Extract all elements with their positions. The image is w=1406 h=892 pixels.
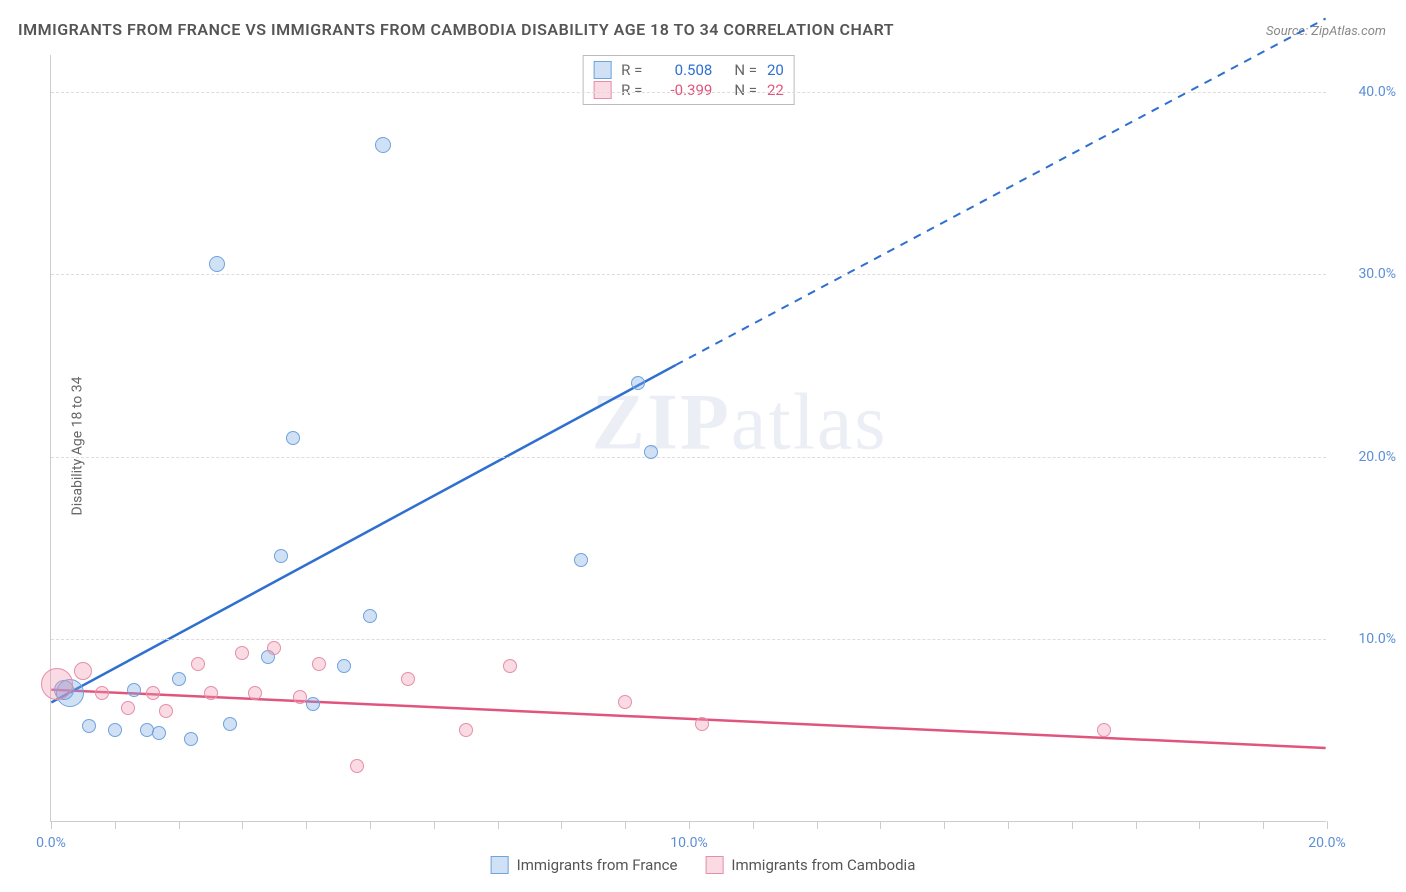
legend-label: Immigrants from France	[517, 856, 678, 874]
data-point	[159, 704, 173, 718]
series-legend: Immigrants from France Immigrants from Ca…	[491, 856, 916, 874]
data-point	[248, 686, 262, 700]
data-point	[1097, 723, 1111, 737]
data-point	[337, 659, 351, 673]
data-point	[286, 431, 300, 445]
x-tick	[689, 821, 690, 829]
legend-item: Immigrants from Cambodia	[705, 856, 915, 874]
data-point	[209, 256, 225, 272]
data-point	[503, 659, 517, 673]
x-tick-label: 0.0%	[36, 835, 66, 851]
grid-line	[51, 274, 1326, 275]
y-tick-label: 10.0%	[1336, 631, 1396, 647]
data-point	[695, 717, 709, 731]
x-tick	[1008, 821, 1009, 829]
n-value: 22	[767, 81, 784, 99]
data-point	[108, 723, 122, 737]
legend-label: Immigrants from Cambodia	[731, 856, 915, 874]
x-tick	[817, 821, 818, 829]
y-tick-label: 40.0%	[1336, 84, 1396, 100]
data-point	[41, 668, 73, 700]
legend-swatch	[705, 856, 723, 874]
r-value: -0.399	[652, 81, 712, 99]
grid-line	[51, 92, 1326, 93]
data-point	[204, 686, 218, 700]
trend-line	[51, 365, 675, 702]
n-value: 20	[767, 61, 784, 79]
x-tick	[880, 821, 881, 829]
y-tick-label: 30.0%	[1336, 266, 1396, 282]
data-point	[172, 672, 186, 686]
data-point	[274, 549, 288, 563]
data-point	[82, 719, 96, 733]
x-tick	[753, 821, 754, 829]
x-tick	[625, 821, 626, 829]
x-tick-label: 10.0%	[670, 835, 708, 851]
x-tick	[115, 821, 116, 829]
legend-item: Immigrants from France	[491, 856, 678, 874]
chart-title: IMMIGRANTS FROM FRANCE VS IMMIGRANTS FRO…	[18, 20, 894, 39]
r-value: 0.508	[652, 61, 712, 79]
grid-line	[51, 457, 1326, 458]
data-point	[121, 701, 135, 715]
data-point	[74, 662, 92, 680]
y-tick-label: 20.0%	[1336, 449, 1396, 465]
x-tick	[370, 821, 371, 829]
r-label: R =	[621, 61, 642, 79]
correlation-legend: R = 0.508 N = 20 R = -0.399 N = 22	[582, 55, 795, 105]
x-tick	[51, 821, 52, 829]
data-point	[95, 686, 109, 700]
legend-swatch	[593, 61, 611, 79]
data-point	[350, 759, 364, 773]
grid-line	[51, 639, 1326, 640]
data-point	[152, 726, 166, 740]
x-tick	[242, 821, 243, 829]
x-tick	[498, 821, 499, 829]
data-point	[235, 646, 249, 660]
data-point	[363, 609, 377, 623]
data-point	[375, 137, 391, 153]
data-point	[306, 697, 320, 711]
x-tick	[306, 821, 307, 829]
data-point	[631, 376, 645, 390]
n-label: N =	[734, 81, 757, 99]
data-point	[146, 686, 160, 700]
data-point	[267, 641, 281, 655]
data-point	[127, 683, 141, 697]
legend-swatch	[491, 856, 509, 874]
data-point	[223, 717, 237, 731]
x-tick	[944, 821, 945, 829]
legend-stat-row: R = 0.508 N = 20	[593, 60, 784, 80]
x-tick-label: 20.0%	[1308, 835, 1346, 851]
data-point	[184, 732, 198, 746]
x-tick	[179, 821, 180, 829]
data-point	[191, 657, 205, 671]
r-label: R =	[621, 81, 642, 99]
legend-stat-row: R = -0.399 N = 22	[593, 80, 784, 100]
trend-line	[51, 690, 1325, 748]
legend-swatch	[593, 81, 611, 99]
x-tick	[561, 821, 562, 829]
plot-area: ZIPatlas R =0.508N =20R =-0.399N =22 10.…	[50, 55, 1326, 822]
data-point	[459, 723, 473, 737]
data-point	[312, 657, 326, 671]
data-point	[574, 553, 588, 567]
x-tick	[1072, 821, 1073, 829]
x-tick	[1136, 821, 1137, 829]
data-point	[293, 690, 307, 704]
x-tick	[1327, 821, 1328, 829]
x-tick	[434, 821, 435, 829]
trend-lines-layer	[51, 55, 1326, 821]
source-attribution: Source: ZipAtlas.com	[1266, 24, 1386, 39]
data-point	[618, 695, 632, 709]
n-label: N =	[734, 61, 757, 79]
x-tick	[1263, 821, 1264, 829]
data-point	[401, 672, 415, 686]
x-tick	[1199, 821, 1200, 829]
data-point	[644, 445, 658, 459]
